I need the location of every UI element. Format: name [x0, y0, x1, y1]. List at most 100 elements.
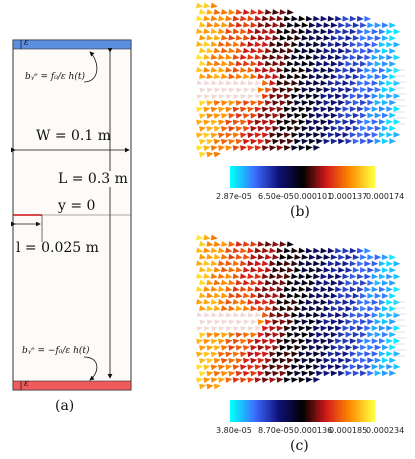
vector-arrow [330, 305, 338, 312]
vector-arrow [218, 119, 226, 126]
panel-a-caption: (a) [55, 398, 75, 414]
vector-arrow [294, 100, 302, 106]
vector-arrow [378, 260, 386, 267]
vector-arrow [389, 48, 397, 54]
colorbar-swatch [332, 400, 336, 422]
vector-arrow [213, 383, 221, 390]
vector-arrow [221, 332, 229, 338]
vector-arrow [393, 93, 401, 99]
vector-arrow [294, 125, 302, 132]
vector-arrow [393, 351, 401, 357]
vector-arrow [276, 364, 284, 370]
vector-arrow [272, 254, 280, 260]
colorbar-swatch [362, 166, 366, 188]
vector-arrow [199, 305, 207, 311]
vector-arrow [228, 113, 236, 119]
vector-arrow [255, 326, 262, 331]
vector-arrow [291, 28, 299, 35]
vector-arrow [247, 273, 255, 279]
vector-arrow [294, 60, 302, 67]
vector-arrow [272, 87, 280, 93]
vector-arrow [250, 100, 258, 106]
vector-arrow [247, 326, 254, 332]
vector-arrow [386, 338, 394, 344]
vector-arrow [367, 73, 375, 80]
vector-arrow [367, 48, 375, 54]
vector-arrow [335, 273, 342, 280]
vector-arrow [308, 60, 316, 67]
vector-arrow [349, 325, 357, 332]
vector-arrow [276, 377, 284, 383]
vector-arrow [199, 345, 207, 351]
vector-arrow [269, 273, 277, 279]
vector-arrow [330, 370, 338, 377]
vector-arrow [221, 47, 229, 54]
vector-arrow [298, 247, 306, 254]
vector-arrow [345, 344, 353, 351]
vector-arrow [243, 113, 251, 119]
vector-arrow [367, 344, 375, 351]
vector-arrow [301, 279, 309, 286]
vector-arrow [225, 94, 233, 100]
vector-arrow [291, 80, 299, 86]
vector-arrow [308, 279, 316, 286]
vector-arrow [389, 99, 397, 106]
vector-arrow [360, 35, 367, 41]
vector-arrow [254, 273, 262, 279]
vector-arrow [196, 377, 204, 384]
vector-arrow [298, 286, 306, 292]
vector-arrow [272, 113, 280, 119]
bottom-bc-label: bᵧᵉ = −f₀/ε h(t) [22, 346, 90, 356]
vector-arrow [232, 286, 240, 292]
vector-arrow [210, 119, 218, 126]
vector-arrow [330, 47, 338, 54]
vector-arrow [232, 132, 240, 139]
vector-arrow [240, 132, 248, 139]
vector-arrow [261, 41, 269, 47]
vector-arrow [221, 138, 229, 145]
vector-arrow [269, 15, 277, 22]
vector-arrow [257, 305, 265, 312]
vector-arrow [327, 325, 335, 332]
vector-arrow [357, 119, 364, 125]
vector-arrow [305, 299, 313, 305]
vector-arrow [269, 106, 277, 113]
vector-arrow [349, 54, 357, 61]
vector-arrow [305, 41, 313, 48]
vector-arrow [338, 47, 345, 54]
vector-arrow [393, 338, 401, 344]
vector-arrow [323, 60, 331, 67]
vector-arrow [386, 325, 394, 331]
vector-arrow [199, 358, 207, 364]
vector-arrow [320, 93, 328, 100]
colorbar-swatch [247, 166, 251, 188]
vector-arrow [199, 8, 207, 15]
vector-arrow [389, 318, 397, 325]
vector-arrow [323, 370, 331, 377]
vector-arrow [255, 94, 262, 99]
vector-arrow [232, 66, 240, 73]
vector-arrow [360, 370, 367, 377]
vector-arrow [261, 67, 269, 73]
vector-arrow [196, 145, 204, 152]
vector-arrow [364, 54, 372, 61]
colorbar-swatch [265, 400, 269, 422]
vector-arrow [206, 241, 214, 247]
vector-arrow [330, 267, 338, 273]
vector-arrow [330, 99, 338, 106]
vector-arrow [393, 28, 401, 35]
vector-arrow [228, 138, 236, 145]
vector-arrow [283, 377, 291, 383]
vector-arrow [213, 100, 221, 106]
vector-arrow [371, 260, 379, 267]
vector-arrow [291, 325, 299, 332]
vector-arrow [225, 260, 233, 266]
vector-arrow [393, 80, 401, 87]
vector-arrow [338, 370, 345, 377]
vector-arrow [378, 299, 386, 306]
colorbar-swatch [362, 400, 366, 422]
vector-arrow [323, 87, 331, 93]
colorbar-swatch [290, 400, 294, 422]
vector-arrow [294, 332, 302, 338]
vector-arrow [196, 234, 204, 241]
